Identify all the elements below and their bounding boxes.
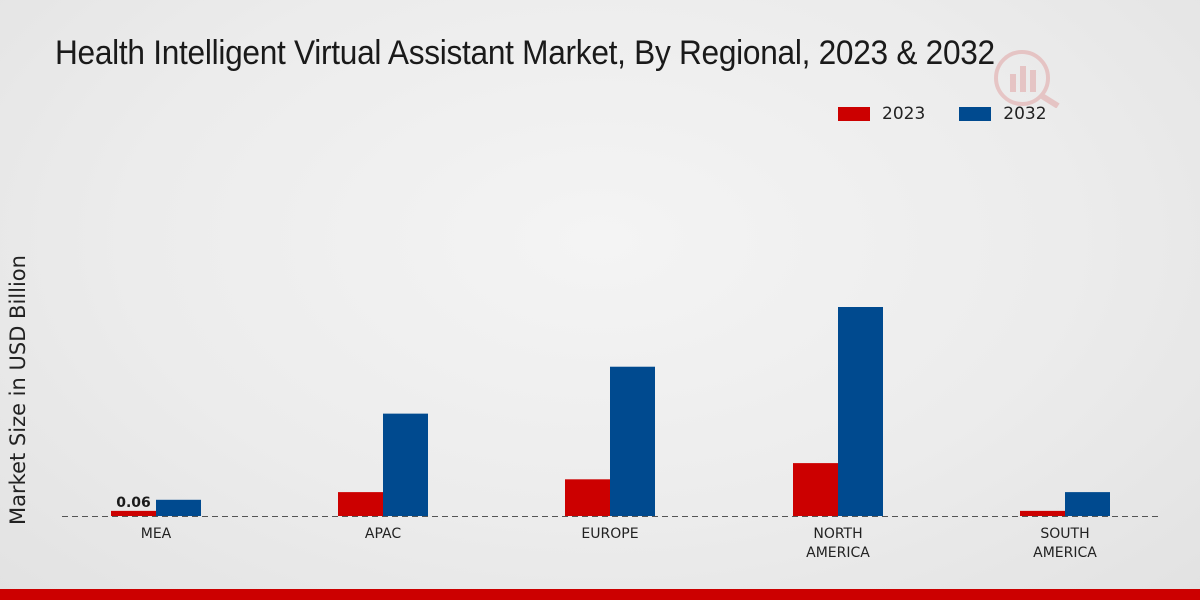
legend: 2023 2032 <box>838 104 1081 124</box>
chart-title: Health Intelligent Virtual Assistant Mar… <box>55 34 995 72</box>
x-tick-label-europe: EUROPE <box>581 526 638 542</box>
bar-north-america-2032 <box>838 307 883 516</box>
legend-item-2032: 2032 <box>959 104 1047 124</box>
bar-south-america-2023 <box>1020 510 1065 516</box>
x-tick-label-north-america: NORTH AMERICA <box>806 526 870 561</box>
bar-europe-2023 <box>565 479 610 516</box>
x-tick-label-apac: APAC <box>365 526 401 542</box>
legend-label-2032: 2032 <box>1003 104 1047 124</box>
bar-apac-2032 <box>383 413 428 516</box>
watermark-logo-icon <box>994 50 1060 108</box>
bar-europe-2032 <box>610 366 655 516</box>
legend-label-2023: 2023 <box>882 104 926 124</box>
data-label-mea-2023: 0.06 <box>116 495 151 511</box>
bar-north-america-2023 <box>793 463 838 516</box>
legend-swatch-2032 <box>959 107 992 121</box>
bar-mea-2023 <box>111 510 156 516</box>
legend-swatch-2023 <box>838 107 870 121</box>
x-tick-label-mea: MEA <box>141 526 172 542</box>
x-tick-label-south-america: SOUTH AMERICA <box>1033 526 1097 561</box>
bar-apac-2023 <box>338 492 383 516</box>
bottom-accent-bar <box>0 589 1200 600</box>
bar-south-america-2032 <box>1065 492 1110 516</box>
bar-mea-2032 <box>156 499 201 516</box>
legend-item-2023: 2023 <box>838 104 925 124</box>
